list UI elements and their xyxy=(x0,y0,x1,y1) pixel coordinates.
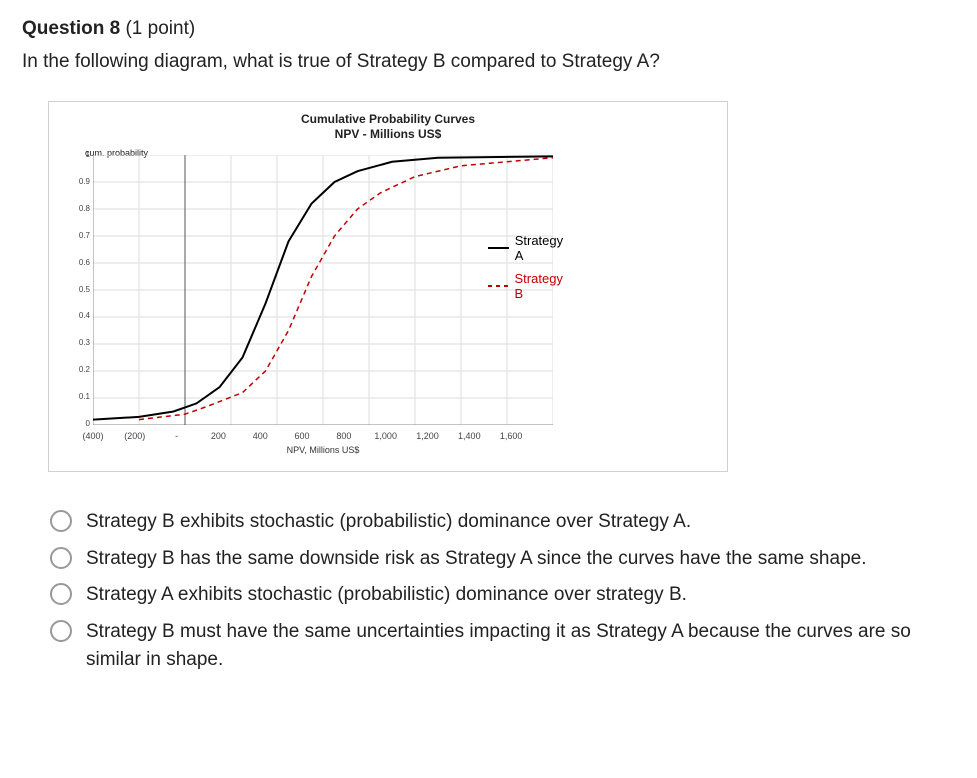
question-header: Question 8 (1 point) xyxy=(22,18,955,40)
radio-button[interactable] xyxy=(50,620,72,642)
radio-button[interactable] xyxy=(50,510,72,532)
chart-svg xyxy=(93,155,553,425)
chart-subtitle: NPV - Millions US$ xyxy=(61,127,715,141)
option-label: Strategy A exhibits stochastic (probabil… xyxy=(86,581,687,610)
plot-area: Strategy AStrategy B xyxy=(93,155,553,425)
chart-container: Cumulative Probability Curves NPV - Mill… xyxy=(48,101,728,473)
option-label: Strategy B exhibits stochastic (probabil… xyxy=(86,508,691,537)
option-row: Strategy B must have the same uncertaint… xyxy=(50,618,955,675)
radio-button[interactable] xyxy=(50,547,72,569)
x-axis-label: NPV, Millions US$ xyxy=(93,445,553,455)
chart-title: Cumulative Probability Curves xyxy=(61,112,715,128)
option-row: Strategy B has the same downside risk as… xyxy=(50,545,955,574)
question-prompt: In the following diagram, what is true o… xyxy=(22,48,955,77)
answer-options: Strategy B exhibits stochastic (probabil… xyxy=(22,508,955,675)
x-axis-ticks: (400)(200)-2004006008001,0001,2001,4001,… xyxy=(93,431,553,441)
question-number: Question 8 xyxy=(22,18,120,39)
chart-legend: Strategy AStrategy B xyxy=(488,233,566,309)
option-label: Strategy B must have the same uncertaint… xyxy=(86,618,955,675)
y-axis-ticks: 10.90.80.70.60.50.40.30.20.10 xyxy=(61,155,93,425)
option-row: Strategy A exhibits stochastic (probabil… xyxy=(50,581,955,610)
option-label: Strategy B has the same downside risk as… xyxy=(86,545,866,574)
option-row: Strategy B exhibits stochastic (probabil… xyxy=(50,508,955,537)
question-points: (1 point) xyxy=(125,18,195,39)
radio-button[interactable] xyxy=(50,583,72,605)
